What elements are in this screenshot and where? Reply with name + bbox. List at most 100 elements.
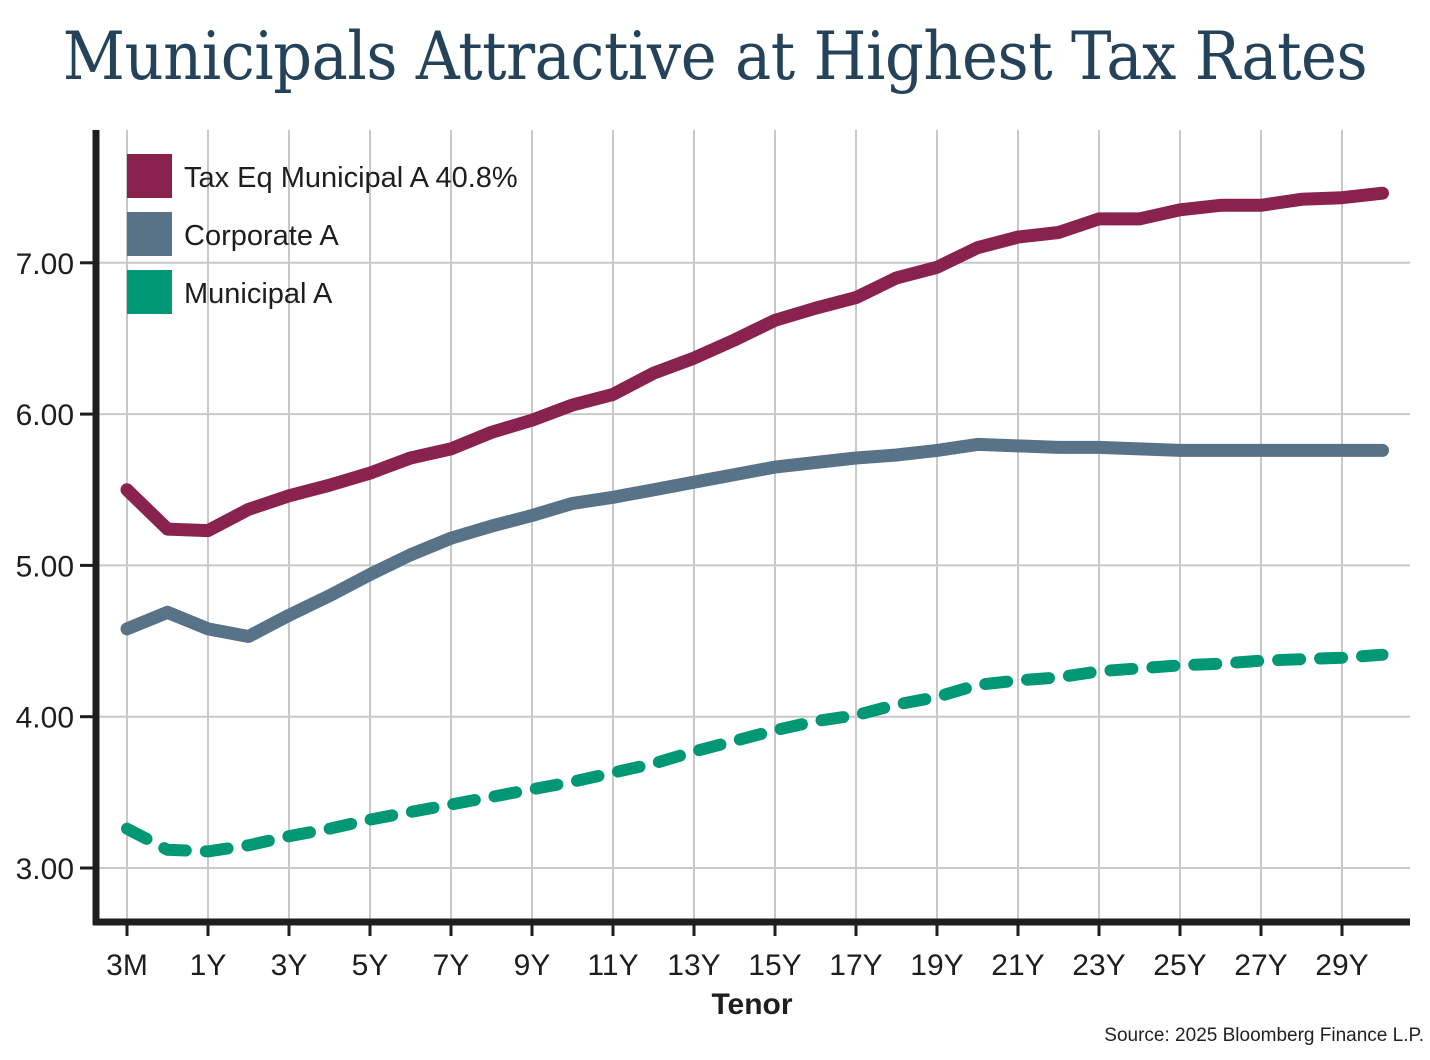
x-tick-label: 21Y [991,949,1044,982]
data-point [1137,665,1143,671]
data-point [367,817,373,823]
x-tick-label: 17Y [829,949,882,982]
data-point [1096,668,1102,674]
data-point [408,809,414,815]
x-tick-label: 3M [106,949,148,982]
data-point [327,593,333,599]
data-point [1299,196,1305,202]
data-point [124,626,130,632]
data-point [1258,447,1264,453]
data-point [691,355,697,361]
y-tick-label: 6.00 [16,399,74,432]
data-point [327,482,333,488]
data-point [286,493,292,499]
data-point [570,402,576,408]
data-point [205,626,211,632]
data-point [813,718,819,724]
data-point [813,460,819,466]
data-point [246,634,252,640]
data-point [610,494,616,500]
data-point [205,848,211,854]
data-point [448,535,454,541]
x-tick-label: 1Y [190,949,227,982]
data-point [975,441,981,447]
legend-label: Municipal A [184,278,333,310]
data-point [286,833,292,839]
data-point [205,528,211,534]
y-tick-label: 3.00 [16,853,74,886]
data-point [732,738,738,744]
data-point [1177,447,1183,453]
data-point [1218,202,1224,208]
chart-title: Municipals Attractive at Highest Tax Rat… [62,18,1368,95]
data-point [1056,674,1062,680]
data-point [1096,216,1102,222]
data-point [1015,234,1021,240]
data-point [1380,447,1386,453]
data-point [570,500,576,506]
data-point [489,429,495,435]
data-point [367,571,373,577]
x-tick-label: 9Y [514,949,551,982]
data-point [1218,661,1224,667]
data-point [1137,216,1143,222]
data-point [853,712,859,718]
data-point [1339,447,1345,453]
data-point [1299,656,1305,662]
x-tick-label: 7Y [433,949,470,982]
data-point [1380,652,1386,658]
data-point [570,779,576,785]
x-tick-label: 27Y [1234,949,1287,982]
data-point [124,826,130,832]
data-point [1339,655,1345,661]
data-point [651,487,657,493]
data-point [1380,190,1386,196]
legend-swatch [127,212,172,256]
data-point [1137,446,1143,452]
data-point [853,455,859,461]
data-point [529,786,535,792]
data-point [1177,662,1183,668]
data-point [1218,447,1224,453]
data-point [1299,447,1305,453]
legend-swatch [127,270,172,314]
x-tick-label: 25Y [1153,949,1206,982]
x-tick-label: 29Y [1315,949,1368,982]
data-point [246,506,252,512]
data-point [327,826,333,832]
data-point [286,612,292,618]
data-point [651,761,657,767]
x-tick-label: 5Y [352,949,389,982]
data-point [934,264,940,270]
data-point [772,464,778,470]
source-note: Source: 2025 Bloomberg Finance L.P. [1104,1025,1424,1046]
y-tick-label: 5.00 [16,550,74,583]
data-point [1339,195,1345,201]
data-point [529,512,535,518]
series-line-tax-eq-municipal-a-40-8 [120,186,1389,538]
y-tick-label: 7.00 [16,248,74,281]
data-point [651,370,657,376]
data-point [894,702,900,708]
data-point [691,748,697,754]
x-tick-label: 3Y [271,949,308,982]
legend-swatch [127,154,172,198]
y-tick-label: 4.00 [16,702,74,735]
data-point [165,526,171,532]
data-point [894,452,900,458]
legend: Tax Eq Municipal A 40.8% Corporate A Munic… [127,154,518,314]
legend-label: Tax Eq Municipal A 40.8% [184,162,518,194]
series-line-corporate-a [120,437,1389,643]
data-point [408,455,414,461]
data-point [975,682,981,688]
data-point [246,842,252,848]
x-tick-label: 11Y [587,949,638,982]
data-point [772,727,778,733]
data-point [367,470,373,476]
data-point [894,275,900,281]
series-group [120,186,1389,858]
data-point [1096,444,1102,450]
x-tick-label: 19Y [910,949,963,982]
data-point [853,295,859,301]
